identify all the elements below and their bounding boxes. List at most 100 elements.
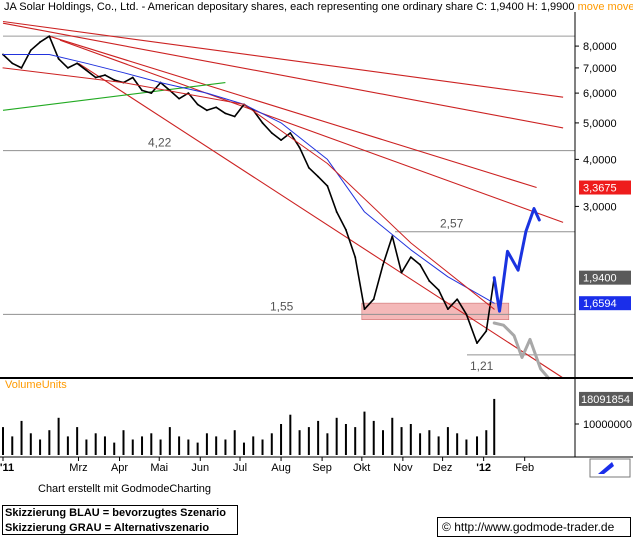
x-tick-label-7: Sep — [312, 462, 332, 474]
trendline-red1 — [2, 20, 564, 98]
price-point-39 — [363, 308, 366, 311]
price-point-29 — [270, 132, 273, 134]
price-point-8 — [76, 62, 79, 65]
axes-layer: 8,0000 7,0000 6,0000 5,0000 4,0000 3,0000 '11 M… — [0, 12, 633, 474]
price-point-46 — [428, 280, 431, 282]
price-point-47 — [437, 289, 440, 291]
price-point-42 — [391, 235, 394, 238]
x-tick-label-5: Jul — [233, 462, 247, 474]
price-point-52 — [485, 330, 488, 332]
x-tick-label-4: Jun — [191, 462, 209, 474]
price-point-51 — [476, 342, 478, 344]
trendline-red2 — [2, 22, 564, 129]
price-point-35 — [326, 185, 329, 187]
support-zone-rect — [361, 302, 510, 321]
volume-label: VolumeUnits — [5, 379, 67, 391]
x-tick-label-9: Nov — [393, 462, 413, 474]
price-point-36 — [335, 211, 338, 213]
x-tick-label-3: Mai — [150, 462, 168, 474]
price-point-34 — [317, 175, 320, 178]
series-scenario-grey — [492, 321, 550, 380]
price-point-37 — [345, 228, 347, 231]
price-point-50 — [465, 313, 468, 316]
price-point-2 — [20, 67, 23, 69]
trendline-red3 — [49, 35, 537, 189]
price-point-19 — [178, 97, 181, 100]
trendline-red4 — [59, 39, 564, 223]
price-point-38 — [354, 256, 357, 259]
price-point-7 — [66, 67, 69, 69]
gridlines-layer — [575, 45, 579, 207]
price-point-14 — [131, 76, 134, 79]
url-text: http://www.godmode-trader.de — [454, 520, 615, 534]
price-point-45 — [419, 263, 421, 266]
price-label-2: 1,6594 — [583, 298, 617, 310]
price-point-9 — [85, 69, 88, 72]
y-tick-label-3: 5,0000 — [583, 118, 617, 130]
price-point-48 — [446, 308, 449, 311]
level-label-1: 2,57 — [440, 217, 464, 231]
trendline-green1 — [2, 82, 226, 111]
copyright-icon: © — [442, 520, 451, 534]
horizontal-levels-layer: 4,22 2,57 1,55 1,21 — [3, 35, 575, 373]
price-point-6 — [57, 57, 60, 60]
volume-last-label: 18091854 — [581, 394, 630, 406]
level-label-2: 1,55 — [270, 299, 294, 313]
scenario-legend: Skizzierung BLAU = bevorzugtes Szenario … — [2, 505, 238, 535]
x-tick-label-8: Okt — [353, 462, 370, 474]
y-tick-label-4: 4,0000 — [583, 154, 617, 166]
price-point-15 — [141, 89, 143, 92]
x-tick-label-10: Dez — [433, 462, 453, 474]
price-labels-layer: 3,3675 1,9400 1,6594 — [579, 180, 631, 311]
price-point-11 — [104, 74, 106, 76]
price-point-41 — [382, 263, 384, 266]
price-label-box-2 — [579, 296, 631, 311]
price-point-22 — [206, 109, 208, 112]
volume-tick-label-0: 10000000 — [583, 419, 632, 431]
price-label-1: 1,9400 — [583, 273, 617, 285]
price-point-24 — [224, 112, 227, 115]
quote-text: C: 1,9400 H: 1,9900 — [476, 1, 575, 13]
volume-last-box — [579, 391, 633, 406]
support-zone-layer — [361, 302, 510, 321]
series-ma-red — [2, 67, 495, 310]
price-point-49 — [456, 298, 459, 301]
price-point-10 — [94, 76, 97, 79]
series-price — [2, 35, 496, 344]
x-tick-label-12: Feb — [515, 462, 534, 474]
y-tick-label-1: 7,0000 — [583, 63, 617, 75]
price-point-23 — [215, 106, 218, 109]
price-point-33 — [307, 166, 310, 169]
price-point-31 — [289, 132, 292, 134]
x-tick-label-0: '11 — [0, 462, 14, 474]
price-label-box-1 — [579, 270, 631, 285]
legend-grey-text: Skizzierung GRAU = Alternativszenario — [5, 522, 210, 534]
credit-text: Chart erstellt mit GodmodeCharting — [38, 483, 212, 495]
price-point-32 — [298, 146, 301, 149]
level-label-0: 4,22 — [148, 136, 172, 150]
legend-blue-text: Skizzierung BLAU = bevorzugtes Szenario — [5, 507, 226, 519]
price-point-12 — [113, 79, 116, 81]
price-point-20 — [187, 92, 190, 95]
price-point-1 — [11, 62, 14, 65]
y-tick-label-5: 3,0000 — [583, 201, 617, 213]
price-point-5 — [48, 35, 51, 38]
price-point-21 — [196, 103, 199, 106]
price-point-4 — [39, 41, 41, 43]
price-point-25 — [233, 115, 236, 118]
price-point-40 — [372, 298, 375, 301]
price-point-30 — [280, 139, 282, 142]
price-label-0: 3,3675 — [583, 183, 617, 195]
y-tick-label-0: 8,0000 — [583, 41, 617, 53]
x-tick-label-1: Mrz — [69, 462, 87, 474]
level-label-3: 1,21 — [470, 359, 494, 373]
price-point-28 — [261, 122, 264, 124]
trendline-red5 — [78, 62, 564, 379]
move-move-text: move move — [577, 1, 633, 13]
series-scenario-blue — [492, 207, 541, 313]
source-url[interactable]: © http://www.godmode-trader.de — [437, 517, 631, 537]
volume-layer: VolumeUnits 10000000 18091854 — [2, 379, 633, 455]
nav-layer[interactable] — [589, 458, 631, 478]
chart-title: JA Solar Holdings, Co., Ltd. - American … — [4, 1, 633, 13]
